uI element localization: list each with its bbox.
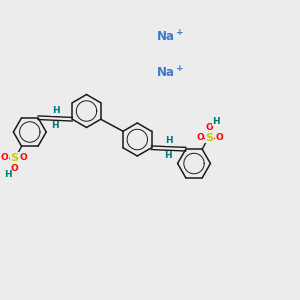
Text: O: O — [206, 123, 214, 132]
Text: H: H — [4, 170, 11, 179]
Text: H: H — [52, 106, 59, 116]
Text: O: O — [20, 153, 28, 162]
Text: H: H — [165, 136, 173, 146]
Text: +: + — [176, 64, 184, 73]
Text: O: O — [215, 133, 223, 142]
Text: Na: Na — [157, 29, 175, 43]
Text: S: S — [206, 133, 214, 143]
Text: +: + — [176, 28, 184, 37]
Text: S: S — [10, 153, 18, 163]
Text: H: H — [164, 152, 172, 160]
Text: O: O — [1, 153, 8, 162]
Text: O: O — [10, 164, 18, 173]
Text: O: O — [196, 133, 204, 142]
Text: H: H — [51, 122, 59, 130]
Text: H: H — [212, 117, 220, 126]
Text: Na: Na — [157, 65, 175, 79]
